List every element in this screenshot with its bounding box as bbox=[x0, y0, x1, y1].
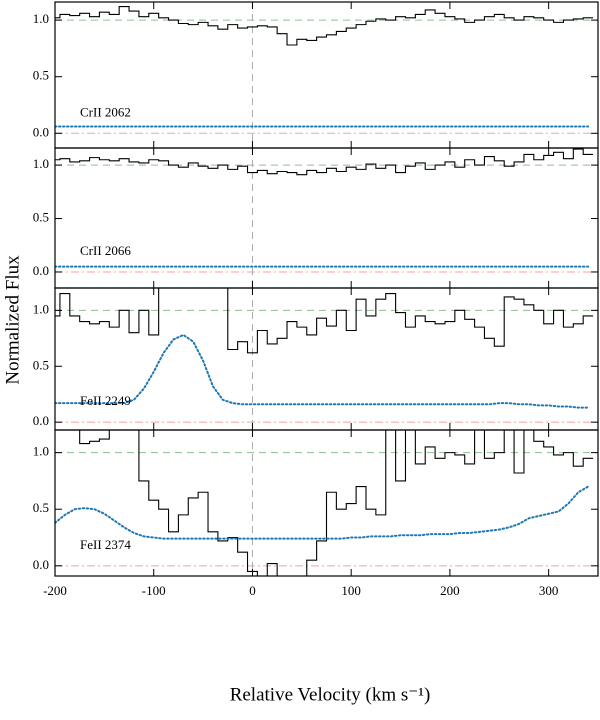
panel bbox=[55, 430, 598, 576]
y-tick-label: 0.5 bbox=[33, 210, 49, 225]
panel-label: FeII 2249 bbox=[80, 393, 131, 408]
panel bbox=[55, 2, 598, 148]
x-tick-label: 200 bbox=[440, 583, 460, 598]
x-tick-label: -200 bbox=[43, 583, 67, 598]
y-tick-label: 0.0 bbox=[33, 557, 49, 572]
panel-label: CrII 2066 bbox=[80, 243, 131, 258]
panel-frame bbox=[54, 287, 599, 431]
y-tick-label: 0.0 bbox=[33, 413, 49, 428]
y-tick-label: 0.0 bbox=[33, 124, 49, 139]
flux-line bbox=[55, 430, 594, 576]
y-tick-label: 1.0 bbox=[33, 444, 49, 459]
error-line bbox=[55, 485, 590, 540]
y-tick-label: 1.0 bbox=[33, 301, 49, 316]
error-line bbox=[55, 333, 590, 409]
flux-line bbox=[55, 288, 594, 354]
panel-frame bbox=[54, 429, 599, 577]
panel-label: FeII 2374 bbox=[80, 537, 131, 552]
y-tick-label: 0.0 bbox=[33, 263, 49, 278]
panel bbox=[55, 288, 598, 430]
x-tick-label: 100 bbox=[341, 583, 361, 598]
y-axis-title: Normalized Flux bbox=[2, 255, 23, 385]
x-tick-label: 0 bbox=[249, 583, 256, 598]
y-tick-label: 1.0 bbox=[33, 11, 49, 26]
flux-line bbox=[55, 148, 594, 176]
panel-label: CrII 2062 bbox=[80, 104, 131, 119]
x-tick-label: -100 bbox=[142, 583, 166, 598]
y-tick-label: 0.5 bbox=[33, 357, 49, 372]
flux-line bbox=[55, 5, 594, 46]
x-axis-title: Relative Velocity (km s⁻¹) bbox=[230, 684, 431, 705]
y-tick-label: 0.5 bbox=[33, 500, 49, 515]
x-tick-label: 300 bbox=[539, 583, 559, 598]
y-tick-label: 1.0 bbox=[33, 156, 49, 171]
panel bbox=[55, 148, 598, 288]
y-tick-label: 0.5 bbox=[33, 68, 49, 83]
